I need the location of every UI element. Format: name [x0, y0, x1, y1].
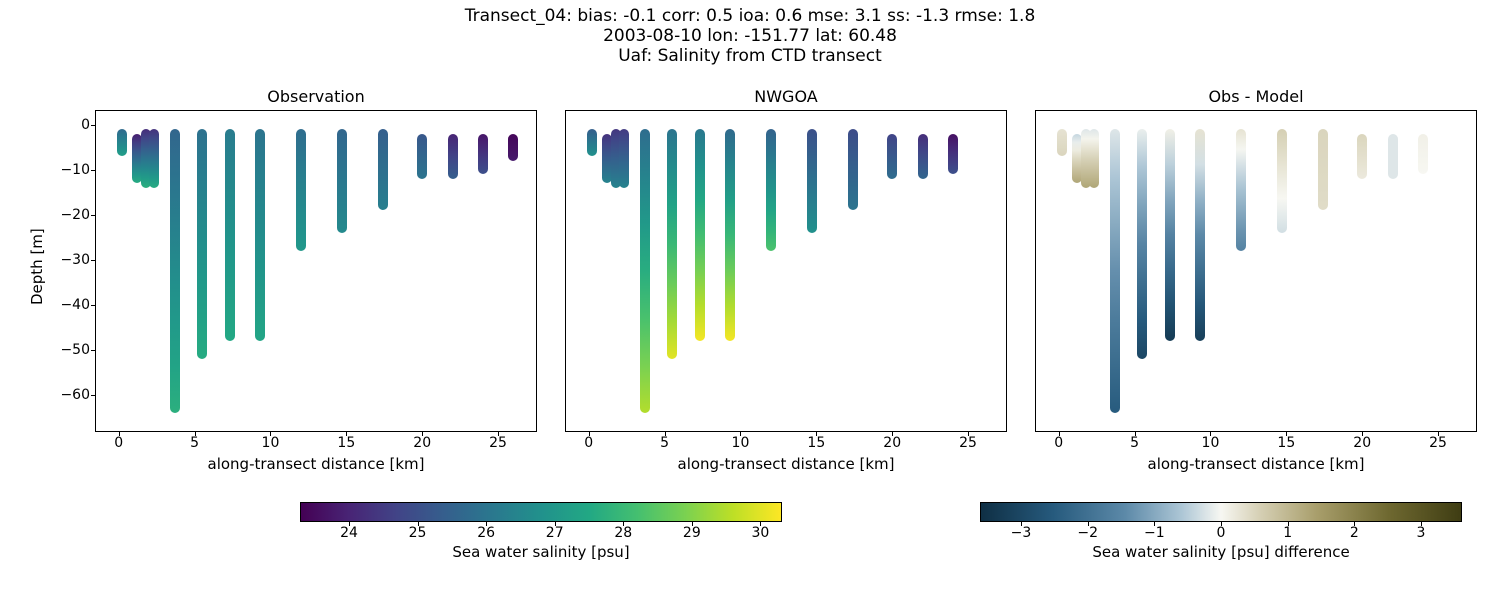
- colorbar-tick: 0: [1217, 521, 1226, 541]
- ctd-cast: [149, 129, 159, 188]
- x-tick: 25: [959, 431, 977, 451]
- ctd-cast: [1318, 129, 1328, 210]
- colorbar-tick: 25: [409, 521, 427, 541]
- x-tick: 5: [1130, 431, 1139, 451]
- colorbar-tick: 28: [614, 521, 632, 541]
- ctd-cast: [337, 129, 347, 233]
- ctd-cast: [1388, 134, 1398, 179]
- ctd-cast: [478, 134, 488, 175]
- ctd-cast: [378, 129, 388, 210]
- x-tick: 0: [114, 431, 123, 451]
- ctd-cast: [667, 129, 677, 359]
- ctd-cast: [918, 134, 928, 179]
- ctd-cast: [948, 134, 958, 175]
- panel-title: Observation: [96, 87, 536, 106]
- ctd-cast: [255, 129, 265, 341]
- x-tick: 25: [1429, 431, 1447, 451]
- ctd-cast: [1418, 134, 1428, 175]
- ctd-cast: [1089, 129, 1099, 188]
- ctd-cast: [695, 129, 705, 341]
- y-tick: −30: [60, 252, 96, 268]
- x-tick: 25: [489, 431, 507, 451]
- figure-title: Transect_04: bias: -0.1 corr: 0.5 ioa: 0…: [0, 6, 1500, 66]
- x-axis-label: along-transect distance [km]: [96, 455, 536, 473]
- ctd-cast: [508, 134, 518, 161]
- panel-diff: Obs - Model along-transect distance [km]…: [1035, 110, 1477, 432]
- colorbar-tick: 1: [1283, 521, 1292, 541]
- x-tick: 15: [337, 431, 355, 451]
- title-line-3: Uaf: Salinity from CTD transect: [0, 46, 1500, 66]
- title-line-1: Transect_04: bias: -0.1 corr: 0.5 ioa: 0…: [0, 6, 1500, 26]
- ctd-cast: [1110, 129, 1120, 413]
- ctd-cast: [117, 129, 127, 156]
- ctd-cast: [1277, 129, 1287, 233]
- colorbar-tick: −3: [1011, 521, 1032, 541]
- ctd-cast: [1057, 129, 1067, 156]
- y-tick: −10: [60, 162, 96, 178]
- plot-area: [566, 111, 1006, 431]
- colorbar-tick: 29: [683, 521, 701, 541]
- x-tick: 10: [262, 431, 280, 451]
- ctd-cast: [1357, 134, 1367, 179]
- colorbar-tick: 3: [1417, 521, 1426, 541]
- ctd-cast: [1165, 129, 1175, 341]
- ctd-cast: [417, 134, 427, 179]
- y-tick: −20: [60, 207, 96, 223]
- x-tick: 5: [190, 431, 199, 451]
- x-axis-label: along-transect distance [km]: [1036, 455, 1476, 473]
- ctd-cast: [725, 129, 735, 341]
- x-tick: 20: [413, 431, 431, 451]
- ctd-cast: [766, 129, 776, 251]
- ctd-cast: [848, 129, 858, 210]
- ctd-cast: [448, 134, 458, 179]
- colorbar-salinity: Sea water salinity [psu] 24252627282930: [300, 502, 782, 522]
- colorbar-diff: Sea water salinity [psu] difference −3−2…: [980, 502, 1462, 522]
- title-line-2: 2003-08-10 lon: -151.77 lat: 60.48: [0, 26, 1500, 46]
- ctd-cast: [887, 134, 897, 179]
- ctd-cast: [1195, 129, 1205, 341]
- colorbar-tick: 30: [752, 521, 770, 541]
- x-tick: 20: [1353, 431, 1371, 451]
- panel-observation: Observation along-transect distance [km]…: [95, 110, 537, 432]
- ctd-cast: [807, 129, 817, 233]
- x-tick: 10: [732, 431, 750, 451]
- plot-area: [1036, 111, 1476, 431]
- panel-title: NWGOA: [566, 87, 1006, 106]
- colorbar-label: Sea water salinity [psu] difference: [981, 543, 1461, 561]
- x-tick: 15: [1277, 431, 1295, 451]
- colorbar-tick: 27: [546, 521, 564, 541]
- y-tick: −50: [60, 342, 96, 358]
- y-tick: −40: [60, 297, 96, 313]
- panel-title: Obs - Model: [1036, 87, 1476, 106]
- x-tick: 0: [1054, 431, 1063, 451]
- ctd-cast: [170, 129, 180, 413]
- ctd-cast: [1137, 129, 1147, 359]
- colorbar-tick: −1: [1144, 521, 1165, 541]
- ctd-cast: [296, 129, 306, 251]
- ctd-cast: [225, 129, 235, 341]
- x-tick: 15: [807, 431, 825, 451]
- x-tick: 0: [584, 431, 593, 451]
- x-tick: 20: [883, 431, 901, 451]
- ctd-cast: [619, 129, 629, 188]
- plot-area: [96, 111, 536, 431]
- figure: Transect_04: bias: -0.1 corr: 0.5 ioa: 0…: [0, 0, 1500, 600]
- colorbar-tick: −2: [1077, 521, 1098, 541]
- y-tick: 0: [81, 117, 96, 133]
- x-tick: 10: [1202, 431, 1220, 451]
- panel-nwgoa: NWGOA along-transect distance [km] 05101…: [565, 110, 1007, 432]
- y-tick: −60: [60, 387, 96, 403]
- colorbar-tick: 26: [477, 521, 495, 541]
- ctd-cast: [197, 129, 207, 359]
- colorbar-label: Sea water salinity [psu]: [301, 543, 781, 561]
- ctd-cast: [1236, 129, 1246, 251]
- x-tick: 5: [660, 431, 669, 451]
- x-axis-label: along-transect distance [km]: [566, 455, 1006, 473]
- colorbar-tick: 24: [340, 521, 358, 541]
- ctd-cast: [640, 129, 650, 413]
- y-axis-label: Depth [m]: [28, 228, 46, 305]
- colorbar-tick: 2: [1350, 521, 1359, 541]
- ctd-cast: [587, 129, 597, 156]
